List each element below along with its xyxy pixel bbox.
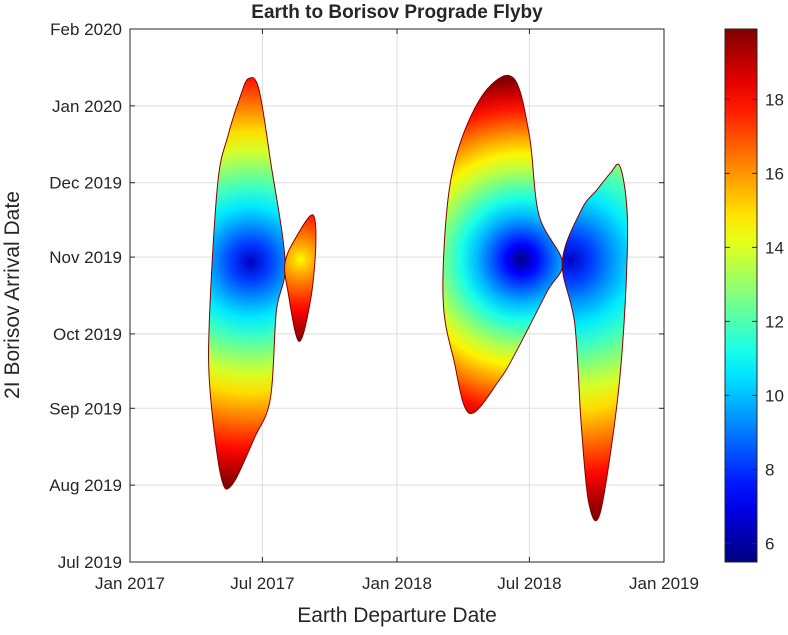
x-tick-label: Jan 2017 <box>95 574 165 593</box>
colorbar-tick-label: 12 <box>765 312 784 331</box>
heatmap-region-4 <box>561 163 629 522</box>
y-tick-label: Sep 2019 <box>49 399 122 418</box>
y-tick-label: Jan 2020 <box>52 97 122 116</box>
colorbar-gradient <box>724 28 758 563</box>
y-tick-label: Oct 2019 <box>53 325 122 344</box>
y-tick-label: Nov 2019 <box>49 248 122 267</box>
y-tick-label: Feb 2020 <box>50 20 122 39</box>
axes <box>129 28 665 563</box>
x-tick-label: Jan 2018 <box>362 574 432 593</box>
x-tick-label: Jul 2018 <box>497 574 561 593</box>
heatmap-regions <box>208 74 629 522</box>
x-axis-label: Earth Departure Date <box>297 604 497 627</box>
y-tick-label: Dec 2019 <box>49 174 122 193</box>
y-axis-label: 2I Borisov Arrival Date <box>1 191 24 399</box>
y-tick-label: Jul 2019 <box>58 553 122 572</box>
colorbar-tick-label: 16 <box>765 164 784 183</box>
chart-title: Earth to Borisov Prograde Flyby <box>251 2 543 23</box>
y-tick-label: Aug 2019 <box>49 476 122 495</box>
colorbar-tick-label: 8 <box>765 460 774 479</box>
colorbar-tick-label: 6 <box>765 534 774 553</box>
heatmap-region-3 <box>442 74 563 414</box>
colorbar: 6 8 10 12 14 16 18 <box>724 28 784 563</box>
x-tick-label: Jan 2019 <box>629 574 699 593</box>
colorbar-tick-label: 10 <box>765 386 784 405</box>
heatmap-region-1 <box>208 77 286 490</box>
colorbar-tick-label: 18 <box>765 90 784 109</box>
x-tick-label: Jul 2017 <box>230 574 294 593</box>
x-tick-labels: Jan 2017 Jul 2017 Jan 2018 Jul 2018 Jan 2019 <box>95 574 699 593</box>
colorbar-tick-label: 14 <box>765 238 784 257</box>
heatmap-region-2 <box>284 214 317 342</box>
y-tick-labels: Jul 2019 Aug 2019 Sep 2019 Oct 2019 Nov 2019… <box>49 20 122 572</box>
